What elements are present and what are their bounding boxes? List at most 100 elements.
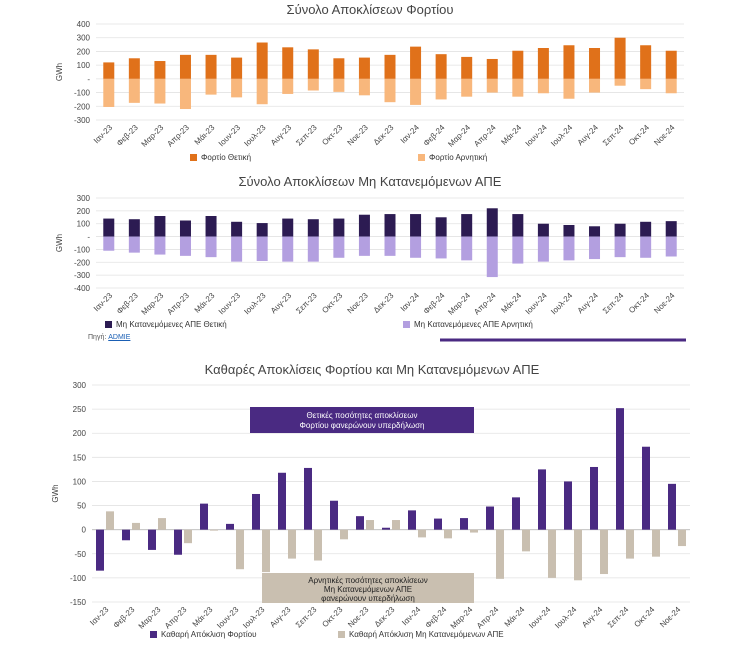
bar <box>382 527 390 530</box>
bar <box>278 472 286 530</box>
bar <box>408 510 416 530</box>
bar <box>538 469 546 530</box>
bar <box>282 47 294 79</box>
x-tick-label: Νοε-23 <box>346 291 371 316</box>
x-tick-label: Μαρ-23 <box>140 291 166 317</box>
bar <box>665 50 677 79</box>
x-tick-label: Νοε-24 <box>658 605 683 630</box>
bar <box>282 236 294 262</box>
chart-title: Σύνολο Αποκλίσεων Φορτίου <box>287 2 454 17</box>
bar <box>470 529 478 533</box>
bar <box>356 516 364 530</box>
bar <box>106 511 114 530</box>
annotation-box <box>250 407 474 433</box>
y-tick-label: -100 <box>74 89 91 98</box>
bar <box>205 54 217 79</box>
bar <box>340 529 348 540</box>
bar <box>358 78 370 96</box>
bar <box>522 529 530 552</box>
x-tick-label: Οκτ-23 <box>320 605 344 629</box>
x-tick-label: Ιουν-24 <box>524 123 550 149</box>
bar <box>435 54 447 79</box>
bar <box>410 214 422 237</box>
bar <box>616 408 624 530</box>
bar <box>358 236 370 256</box>
legend-swatch <box>105 321 112 328</box>
bar <box>205 216 217 237</box>
x-tick-label: Απρ-24 <box>475 605 501 631</box>
bar <box>231 78 243 98</box>
x-tick-label: Ιουν-23 <box>215 605 241 631</box>
bar <box>330 500 338 530</box>
annotation-box <box>262 573 474 603</box>
legend-label: Καθαρή Απόκλιση Φορτίου <box>161 630 256 639</box>
bar <box>548 529 556 578</box>
x-tick-label: Αυγ-24 <box>576 291 601 316</box>
legend-label: Καθαρή Απόκλιση Μη Κατανεμόμενων ΑΠΕ <box>349 630 504 639</box>
bar <box>307 219 319 237</box>
x-tick-label: Φεβ-23 <box>115 123 140 148</box>
bar <box>333 236 345 258</box>
bar <box>640 221 652 237</box>
bar <box>103 78 115 107</box>
y-tick-label: 200 <box>77 207 91 216</box>
x-tick-label: Νοε-24 <box>652 123 677 148</box>
x-tick-label: Ιουλ-24 <box>549 291 575 317</box>
y-tick-label: 50 <box>77 502 86 511</box>
bar <box>512 497 520 530</box>
x-tick-label: Απρ-24 <box>472 291 498 317</box>
bar <box>103 236 115 251</box>
source-note: Πηγή: ADMIE <box>88 334 130 341</box>
annotation-text: Φορτίου φανερώνουν υπερδήλωση <box>300 421 425 430</box>
bar <box>589 226 601 237</box>
bar <box>444 529 452 539</box>
chart-title: Σύνολο Αποκλίσεων Μη Κατανεμόμενων ΑΠΕ <box>239 174 502 189</box>
bar <box>512 50 524 79</box>
bar <box>590 466 598 530</box>
bar <box>410 236 422 258</box>
bar <box>179 220 191 237</box>
bar <box>563 225 575 237</box>
bar <box>537 223 549 237</box>
y-tick-label: -400 <box>74 284 91 293</box>
legend-swatch <box>338 631 345 638</box>
bar <box>435 236 447 259</box>
x-tick-label: Μαρ-24 <box>446 123 472 149</box>
bar <box>384 54 396 79</box>
bar <box>486 58 498 79</box>
bar <box>128 236 140 253</box>
bar <box>205 236 217 258</box>
bar <box>256 236 268 261</box>
bar <box>652 529 660 557</box>
x-tick-label: Οκτ-24 <box>627 291 651 315</box>
bar <box>358 57 370 79</box>
source-link[interactable]: ADMIE <box>108 334 131 341</box>
y-tick-label: 400 <box>77 20 91 29</box>
bar <box>103 218 115 237</box>
bar <box>384 236 396 256</box>
bar <box>262 529 270 573</box>
legend-label: Φορτίο Αρνητική <box>429 153 487 162</box>
x-tick-label: Νοε-23 <box>346 605 371 630</box>
bar <box>256 223 268 237</box>
bar <box>461 78 473 97</box>
bar <box>392 520 400 530</box>
annotation-text: Θετικές ποσότητες αποκλίσεων <box>307 411 418 420</box>
x-tick-label: Μαρ-23 <box>140 123 166 149</box>
x-tick-label: Φεβ-24 <box>424 605 449 630</box>
x-tick-label: Αυγ-24 <box>576 123 601 148</box>
bar <box>410 46 422 79</box>
x-tick-label: Μαρ-23 <box>137 605 163 631</box>
bar <box>574 529 582 581</box>
bar <box>384 78 396 103</box>
x-tick-label: Ιαν-23 <box>92 123 115 146</box>
y-tick-label: 300 <box>77 34 91 43</box>
bar <box>132 522 140 530</box>
bar <box>678 529 686 547</box>
bar <box>333 218 345 237</box>
y-axis-label: GWh <box>55 234 64 252</box>
y-tick-label: 100 <box>77 220 91 229</box>
x-tick-label: Ιουν-23 <box>217 123 243 149</box>
x-tick-label: Ιαν-24 <box>399 291 422 314</box>
x-tick-label: Αυγ-23 <box>269 291 294 316</box>
